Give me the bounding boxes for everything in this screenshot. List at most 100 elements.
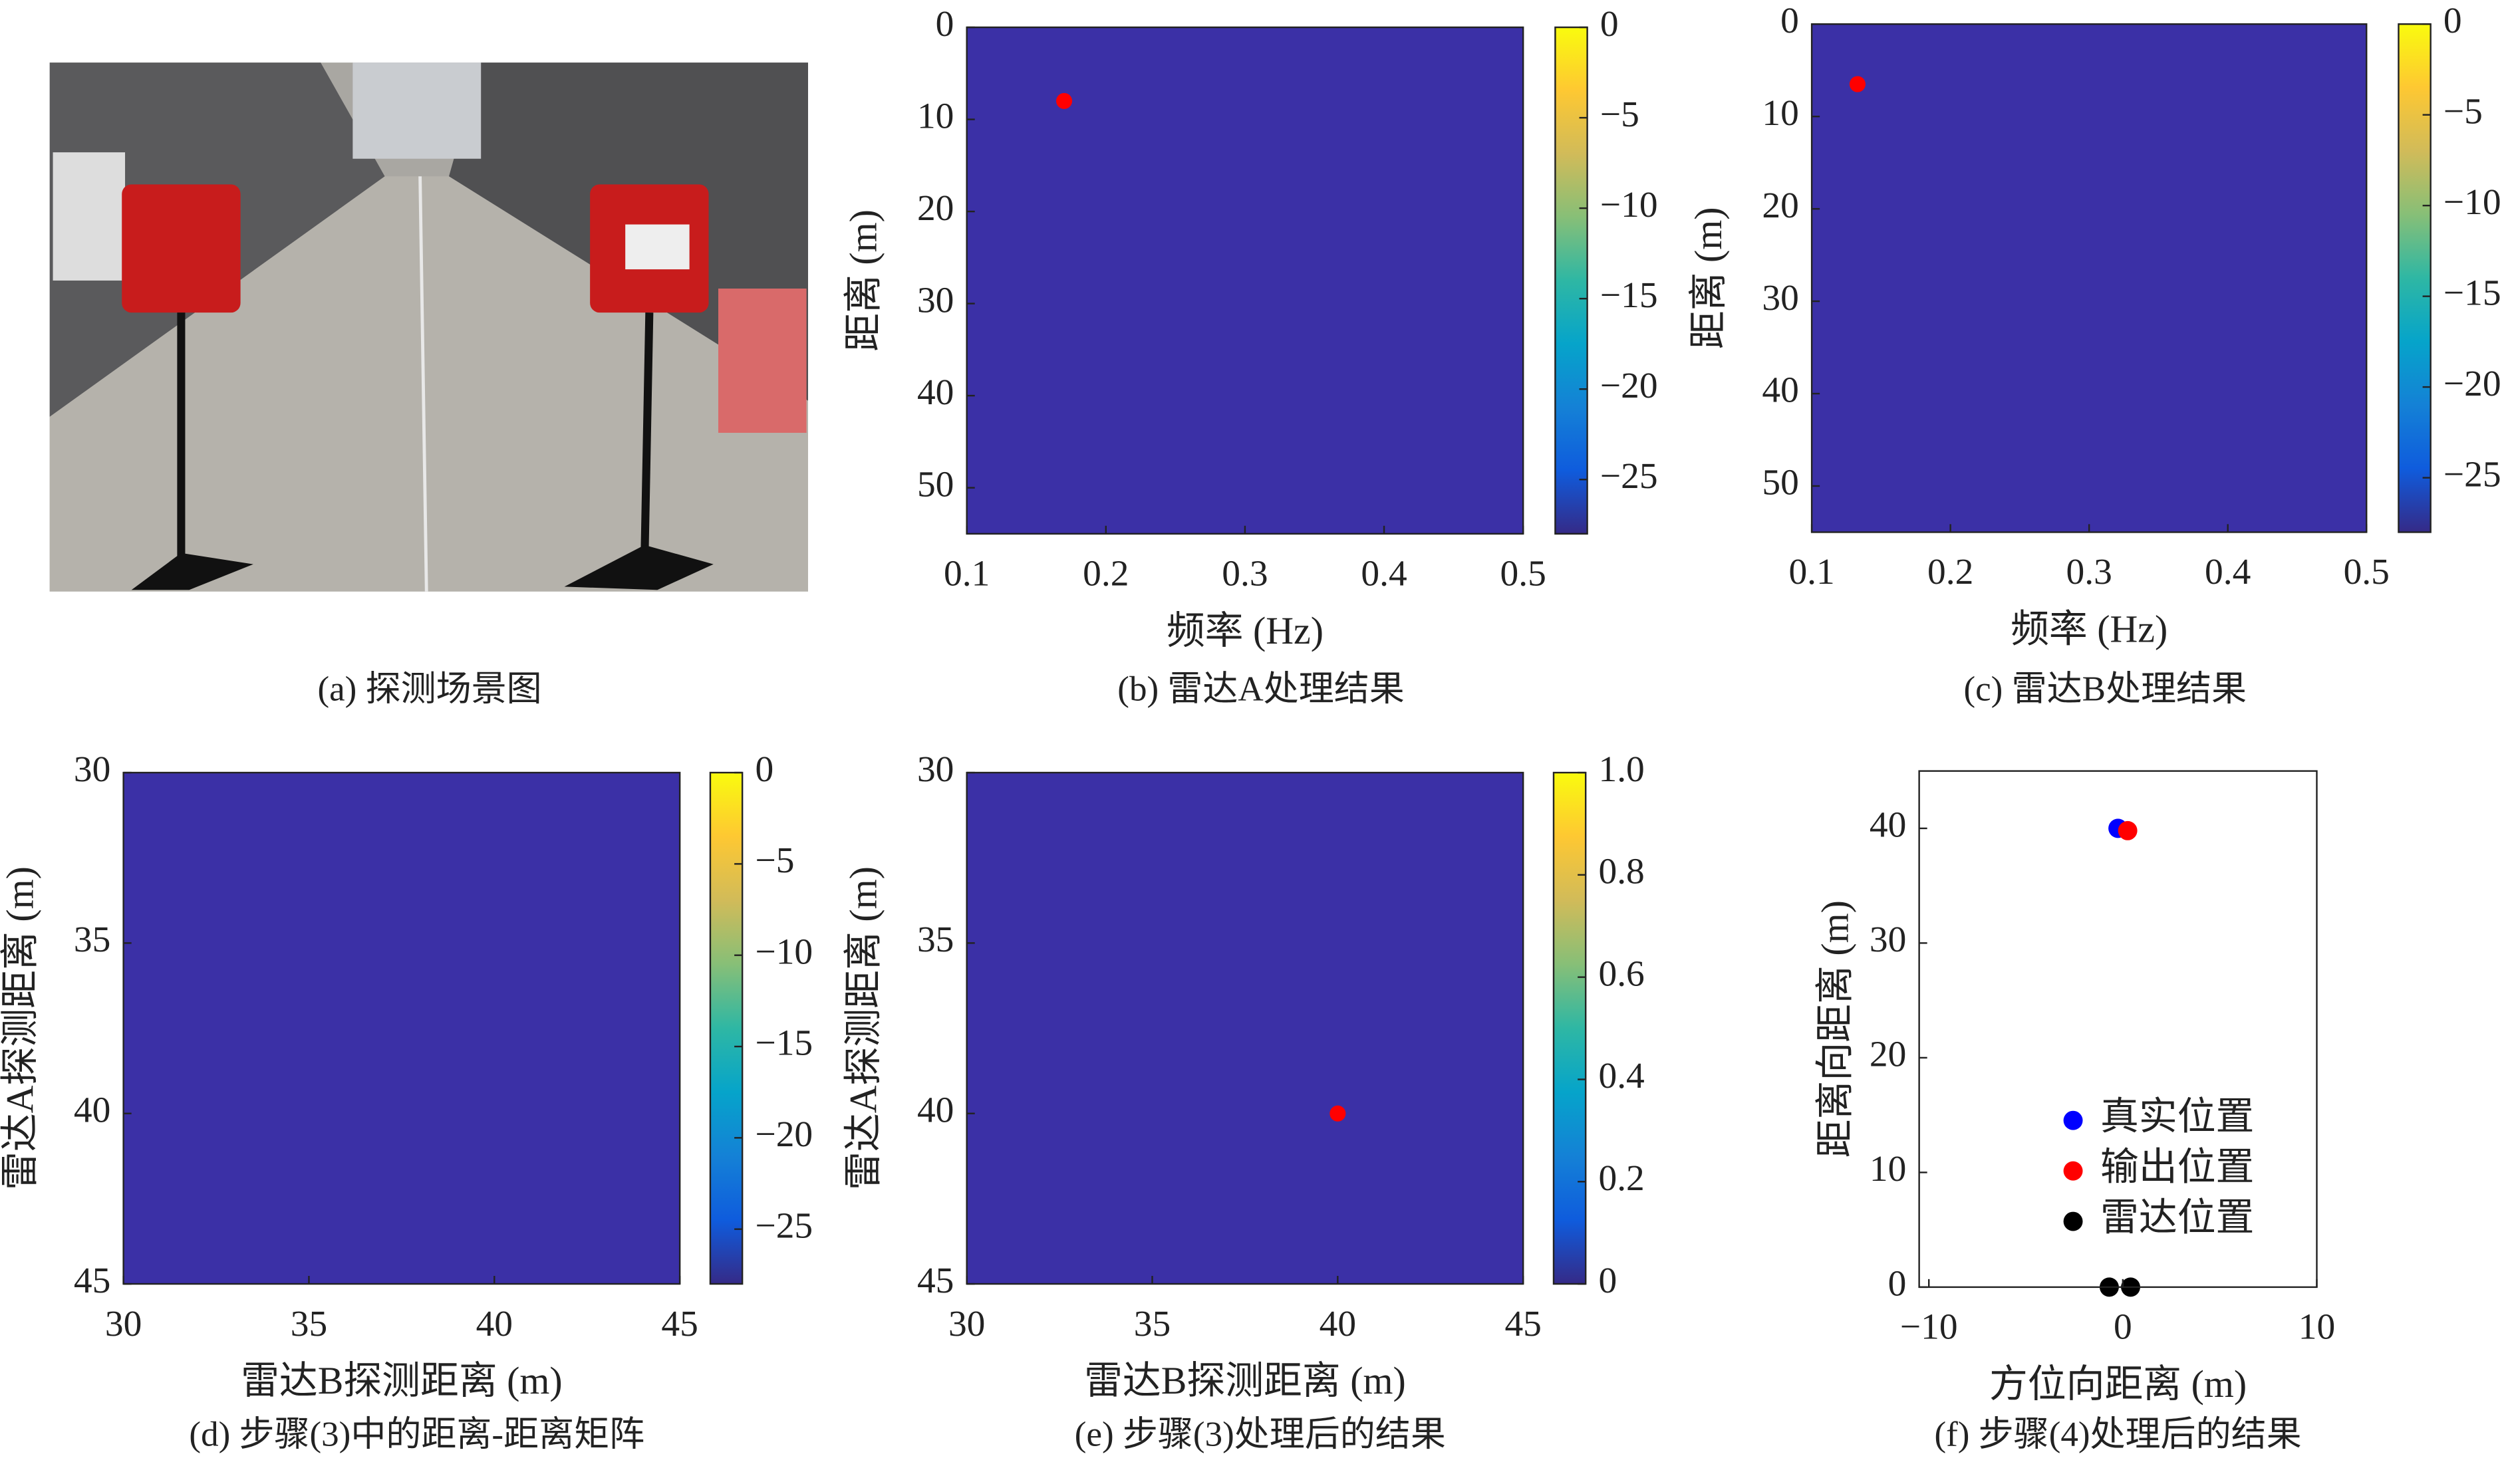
caption: (a) 探测场景图 <box>317 670 541 709</box>
colorbar-tick-label: −10 <box>2444 182 2501 222</box>
point <box>2118 820 2138 840</box>
heatmap <box>966 27 1524 534</box>
x-tick-label: 0.1 <box>944 553 990 594</box>
x-tick-label: 0.2 <box>1083 553 1129 594</box>
colorbar <box>709 771 744 1285</box>
y-tick-label: 40 <box>917 372 954 412</box>
y-tick-label: 45 <box>74 1260 110 1300</box>
colorbar-tick-label: 1.0 <box>1598 749 1644 789</box>
colorbar-tick-label: −15 <box>755 1023 813 1063</box>
heatmap <box>123 773 680 1285</box>
x-tick-label: −10 <box>1900 1306 1958 1347</box>
colorbar-tick-label: −20 <box>2444 363 2501 404</box>
colorbar-tick-label: 0 <box>1598 1260 1617 1300</box>
colorbar-tick-label: 0 <box>755 749 773 789</box>
colorbar-tick-label: 0.8 <box>1598 851 1644 892</box>
x-tick-label: 0.5 <box>2344 551 2390 592</box>
x-tick-label: 45 <box>1504 1303 1541 1344</box>
y-axis-label: 雷达A探测距离 (m) <box>841 866 885 1190</box>
y-tick-label: 35 <box>74 919 110 959</box>
x-tick-label: 0.4 <box>1361 553 1407 594</box>
colorbar-tick-label: 0.2 <box>1598 1158 1644 1198</box>
y-tick-label: 30 <box>917 279 954 320</box>
x-tick-label: 0 <box>2114 1306 2132 1347</box>
photo: (a) 探测场景图 <box>49 62 808 709</box>
y-tick-label: 40 <box>1762 370 1798 410</box>
colorbar-tick-label: −15 <box>2444 272 2501 312</box>
heatmap <box>1812 24 2367 533</box>
y-tick-label: 0 <box>936 3 954 44</box>
axes-box <box>966 771 1524 1285</box>
y-axis-label: 距离 (m) <box>1687 207 1730 350</box>
colorbar <box>1552 771 1587 1285</box>
colorbar-tick-label: 0 <box>1600 3 1619 44</box>
axes-box <box>1918 770 2318 1289</box>
x-tick-label: 0.3 <box>2066 551 2112 592</box>
colorbar <box>1554 26 1588 535</box>
x-tick-label: 0.4 <box>2205 551 2251 592</box>
colorbar-tick-label: −25 <box>1600 455 1658 496</box>
colorbar-tick-label: −20 <box>1600 365 1658 406</box>
x-axis-label: 方位向距离 (m) <box>1989 1362 2247 1406</box>
colorbar-tick-label: −25 <box>2444 453 2501 494</box>
colorbar-tick-label: 0 <box>2444 0 2462 41</box>
y-tick-label: 10 <box>1870 1148 1906 1189</box>
y-tick-label: 10 <box>917 95 954 136</box>
colorbar-tick-label: −10 <box>755 931 813 971</box>
x-tick-label: 40 <box>476 1303 513 1344</box>
y-tick-label: 30 <box>1870 919 1906 959</box>
caption: (f) 步骤(4)处理后的结果 <box>1934 1416 2301 1454</box>
colorbar-tick-label: −5 <box>2444 90 2483 131</box>
x-tick-label: 30 <box>105 1303 142 1344</box>
legend-marker <box>2063 1161 2083 1181</box>
colorbar-tick-label: 0.6 <box>1598 953 1644 993</box>
colorbar-tick-label: −5 <box>1600 94 1639 134</box>
y-tick-label: 50 <box>1762 462 1798 503</box>
legend-marker <box>2063 1110 2083 1130</box>
x-axis-label: 雷达B探测距离 (m) <box>1084 1359 1406 1402</box>
x-tick-label: 0.1 <box>1788 551 1834 592</box>
legend-label: 输出位置 <box>2100 1145 2254 1188</box>
y-tick-label: 35 <box>917 919 954 959</box>
legend-label: 雷达位置 <box>2100 1195 2254 1239</box>
caption: (b) 雷达A处理结果 <box>1117 670 1404 709</box>
colorbar <box>2398 23 2432 533</box>
y-tick-label: 20 <box>1762 185 1798 225</box>
caption: (d) 步骤(3)中的距离-距离矩阵 <box>189 1416 644 1454</box>
y-axis-label: 距离 (m) <box>841 209 885 352</box>
x-axis-label: 频率 (Hz) <box>2011 608 2167 651</box>
y-tick-label: 30 <box>917 749 954 789</box>
x-tick-label: 0.5 <box>1500 553 1546 594</box>
colorbar-tick-label: −15 <box>1600 275 1658 315</box>
peak-marker <box>1329 1105 1346 1122</box>
colorbar-tick-label: 0.4 <box>1598 1055 1644 1096</box>
x-tick-label: 0.2 <box>1927 551 1973 592</box>
x-axis-label: 频率 (Hz) <box>1167 609 1324 652</box>
x-tick-label: 35 <box>1134 1303 1171 1344</box>
colorbar-tick-label: −10 <box>1600 184 1658 225</box>
plot-area <box>1919 771 2317 1287</box>
y-tick-label: 30 <box>74 749 110 789</box>
y-tick-label: 40 <box>74 1089 110 1130</box>
y-tick-label: 10 <box>1762 92 1798 133</box>
y-tick-label: 20 <box>917 187 954 228</box>
heatmap <box>966 773 1524 1285</box>
y-tick-label: 45 <box>917 1260 954 1300</box>
x-tick-label: 40 <box>1320 1303 1356 1344</box>
x-tick-label: 35 <box>291 1303 327 1344</box>
y-axis-label: 距离向距离 (m) <box>1813 900 1856 1158</box>
x-tick-label: 30 <box>948 1303 985 1344</box>
y-tick-label: 30 <box>1762 277 1798 318</box>
x-tick-label: 0.3 <box>1222 553 1268 594</box>
y-tick-label: 0 <box>1780 0 1799 41</box>
caption: (e) 步骤(3)处理后的结果 <box>1075 1416 1446 1454</box>
legend-marker <box>2063 1211 2083 1231</box>
colorbar-tick-label: −20 <box>755 1114 813 1154</box>
y-tick-label: 0 <box>1888 1263 1907 1304</box>
axes-box <box>122 771 681 1285</box>
peak-marker <box>1055 92 1073 109</box>
y-axis-label: 雷达A探测距离 (m) <box>0 866 41 1190</box>
y-tick-label: 50 <box>917 463 954 504</box>
caption: (c) 雷达B处理结果 <box>1963 670 2247 709</box>
